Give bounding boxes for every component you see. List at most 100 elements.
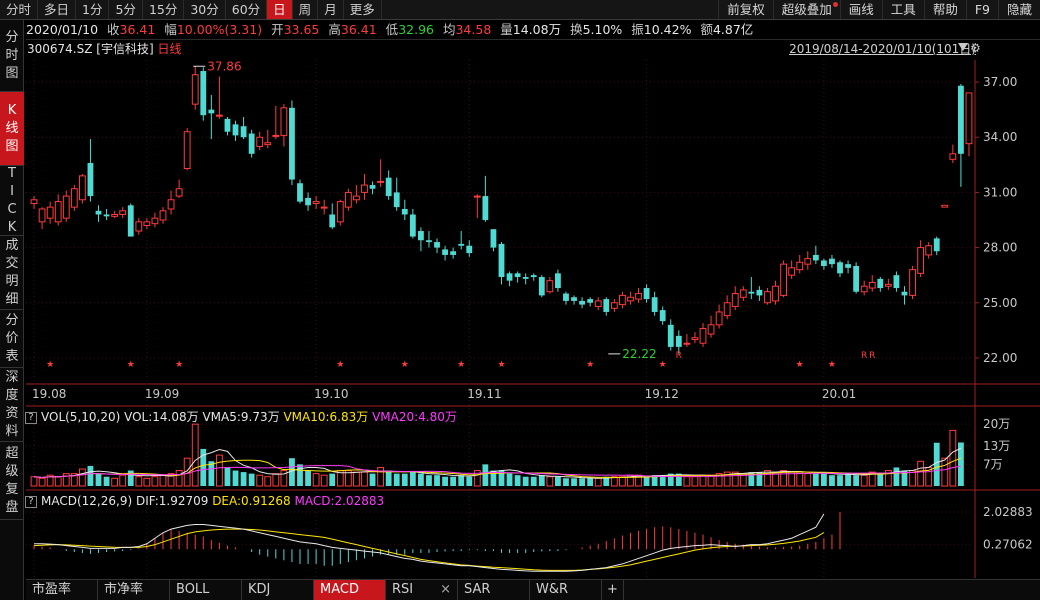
period-tab-10[interactable]: 更多 (344, 0, 382, 19)
period-tab-5[interactable]: 30分 (184, 0, 226, 19)
candle-down (401, 208, 408, 215)
quote-amp-label: 振 (631, 22, 644, 37)
candle-down (877, 278, 884, 289)
sidebar-item-0[interactable]: 分时图 (0, 20, 24, 92)
volume-bar-up (860, 474, 868, 487)
sidebar-item-char: C (7, 201, 17, 217)
dif-line (34, 513, 825, 572)
candle-down (506, 273, 513, 281)
toolbar-tool-3[interactable]: 工具 (881, 0, 924, 19)
volume-bar-down (240, 472, 247, 486)
volume-bar-down (498, 470, 505, 486)
candle-up (683, 342, 691, 345)
sidebar-item-3[interactable]: 成交明细 (0, 236, 24, 310)
event-star-icon: ★ (175, 360, 183, 370)
indicator-tab-item-1[interactable]: 市净率 (98, 580, 170, 600)
volume-bar-down (426, 475, 432, 486)
candle-up (764, 291, 771, 304)
add-indicator-button[interactable]: + (602, 580, 624, 600)
volume-bar-up (167, 473, 175, 487)
volume-bar-down (563, 478, 569, 486)
indicator-tab-sar[interactable]: SAR (458, 580, 530, 600)
period-tab-9[interactable]: 月 (318, 0, 344, 19)
quote-bar: 2020/01/10 收36.41 幅10.00%(3.31) 开33.65 高… (26, 20, 1040, 40)
indicator-tab-macd[interactable]: MACD (314, 580, 386, 600)
help-icon[interactable]: ? (25, 411, 37, 424)
sidebar-item-char: 成 (5, 237, 19, 253)
candle-up (320, 206, 328, 209)
candle-up (707, 324, 715, 335)
sidebar-item-4[interactable]: 分价表 (0, 310, 24, 368)
close-icon[interactable]: × (440, 582, 451, 597)
indicator-tab-kdj[interactable]: KDJ (242, 580, 314, 600)
indicator-tab-boll[interactable]: BOLL (170, 580, 242, 600)
candle-down (651, 297, 658, 312)
candle-up (473, 195, 481, 198)
settings-icon[interactable]: ⚙ (970, 41, 981, 55)
period-tab-6[interactable]: 60分 (226, 0, 268, 19)
indicator-tab-item-0[interactable]: 市盈率 (26, 580, 98, 600)
candle-up (691, 337, 699, 341)
indicator-tabs: 市盈率 市净率 BOLL KDJ MACD RSI × SAR W&R + (26, 579, 1040, 600)
toolbar-tool-5[interactable]: F9 (965, 0, 998, 19)
candle-down (514, 273, 521, 278)
period-tab-0[interactable]: 分时 (0, 0, 39, 19)
candle-up (353, 195, 360, 201)
candle-up (909, 269, 916, 296)
sidebar-item-6[interactable]: 超级复盘 (0, 442, 24, 520)
volhdr-title: VOL(5,10,20) (41, 410, 125, 424)
candle-up (336, 201, 344, 223)
volume-bar-up (175, 470, 183, 487)
date-range[interactable]: 2019/08/14-2020/01/10(101日) (789, 42, 976, 56)
toolbar-tool-0[interactable]: 前复权 (718, 0, 773, 19)
quote-close: 36.41 (119, 22, 156, 37)
volume-bar-down (490, 470, 497, 486)
candle-up (804, 258, 812, 265)
volume-bar-up (159, 474, 167, 487)
period-tab-7[interactable]: 日 (267, 0, 293, 19)
toolbar-tool-1[interactable]: 超级叠加 (772, 0, 840, 19)
candle-down (466, 245, 473, 254)
toolbar-tool-4[interactable]: 帮助 (923, 0, 966, 19)
period-tab-8[interactable]: 周 (293, 0, 319, 19)
candle-down (369, 185, 376, 189)
candle-down (426, 240, 432, 243)
volume-bar-down (289, 458, 295, 486)
toolbar-tool-2[interactable]: 画线 (839, 0, 882, 19)
period-tab-4[interactable]: 15分 (143, 0, 185, 19)
price-tick-label: 31.00 (983, 185, 1017, 199)
volume-bar-up (618, 476, 626, 487)
volume-bar-up (683, 476, 691, 487)
event-r-marker: R (869, 351, 875, 361)
period-tab-3[interactable]: 5分 (109, 0, 143, 19)
volume-bar-up (143, 477, 151, 487)
volume-bar-down (200, 448, 207, 486)
candle-down (756, 289, 763, 296)
indicator-tab-rsi[interactable]: RSI × (386, 580, 458, 600)
volume-bar-down (933, 442, 940, 486)
volume-bar-down (651, 475, 658, 486)
candle-down (329, 214, 336, 228)
range-dropdown-icon[interactable] (958, 43, 968, 51)
low-marker-label: 22.22 (622, 347, 656, 361)
candle-down (901, 291, 908, 296)
toolbar-tool-6[interactable]: 隐藏 (997, 0, 1040, 19)
period-tab-1[interactable]: 多日 (38, 0, 77, 19)
indicator-tab-wr[interactable]: W&R (530, 580, 602, 600)
event-r-marker: R (861, 351, 867, 361)
quote-date: 2020/01/10 (26, 22, 99, 37)
sidebar-item-5[interactable]: 深度资料 (0, 368, 24, 442)
help-icon[interactable]: ? (25, 495, 37, 508)
candle-down (820, 260, 827, 266)
volume-bar-up (546, 476, 554, 487)
period-tab-2[interactable]: 1分 (76, 0, 110, 19)
volume-bar-up (610, 476, 618, 487)
volume-bar-down (877, 473, 884, 486)
candle-up (868, 282, 876, 289)
volume-bar-down (482, 464, 489, 486)
quote-chg: 10.00%(3.31) (176, 22, 263, 37)
event-star-icon: ★ (586, 360, 594, 370)
